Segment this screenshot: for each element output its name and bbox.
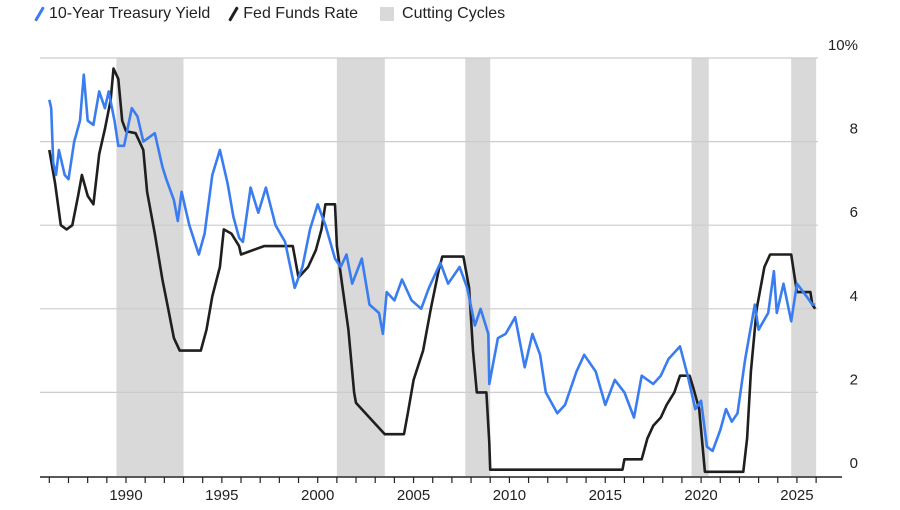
cutting-cycle-band	[791, 58, 817, 476]
y-tick-label: 0	[850, 455, 858, 472]
y-tick-label: 10%	[828, 37, 858, 54]
cutting-cycle-band	[116, 58, 184, 476]
cutting-cycle-bands	[116, 58, 817, 476]
y-tick-label: 4	[850, 288, 858, 305]
x-axis: 1990 1995 2000 2005 2010 2015 2020 2025	[40, 476, 842, 504]
x-tick-label: 2010	[493, 487, 526, 504]
legend-item-cutting: Cutting Cycles	[380, 5, 505, 23]
x-tick-label: 2015	[589, 487, 622, 504]
x-tick-label: 1990	[109, 487, 142, 504]
gridlines	[40, 57, 818, 393]
legend-item-fed: Fed Funds Rate	[228, 5, 359, 23]
legend-item-treasury: 10-Year Treasury Yield	[34, 5, 211, 23]
y-tick-label: 6	[850, 204, 858, 221]
legend-label: Cutting Cycles	[402, 5, 506, 22]
y-axis-labels: 0 2 4 6 8 10%	[828, 37, 858, 472]
y-tick-label: 8	[850, 121, 858, 138]
x-tick-label: 2005	[397, 487, 430, 504]
x-tick-label: 2025	[780, 487, 813, 504]
x-tick-label: 1995	[205, 487, 238, 504]
x-tick-label: 2000	[301, 487, 334, 504]
legend-label: 10-Year Treasury Yield	[49, 5, 211, 22]
legend: 10-Year Treasury Yield Fed Funds Rate Cu…	[34, 5, 505, 23]
cutting-cycle-band	[336, 58, 385, 476]
x-tick-label: 2020	[684, 487, 717, 504]
treasury-yield-line	[48, 73, 816, 453]
fed-funds-rate-line	[48, 67, 817, 474]
legend-label: Fed Funds Rate	[243, 5, 359, 22]
fed-swatch-icon	[228, 6, 240, 22]
y-tick-label: 2	[850, 371, 858, 388]
cutting-cycle-band	[691, 58, 709, 476]
cutting-swatch-icon	[380, 7, 395, 21]
